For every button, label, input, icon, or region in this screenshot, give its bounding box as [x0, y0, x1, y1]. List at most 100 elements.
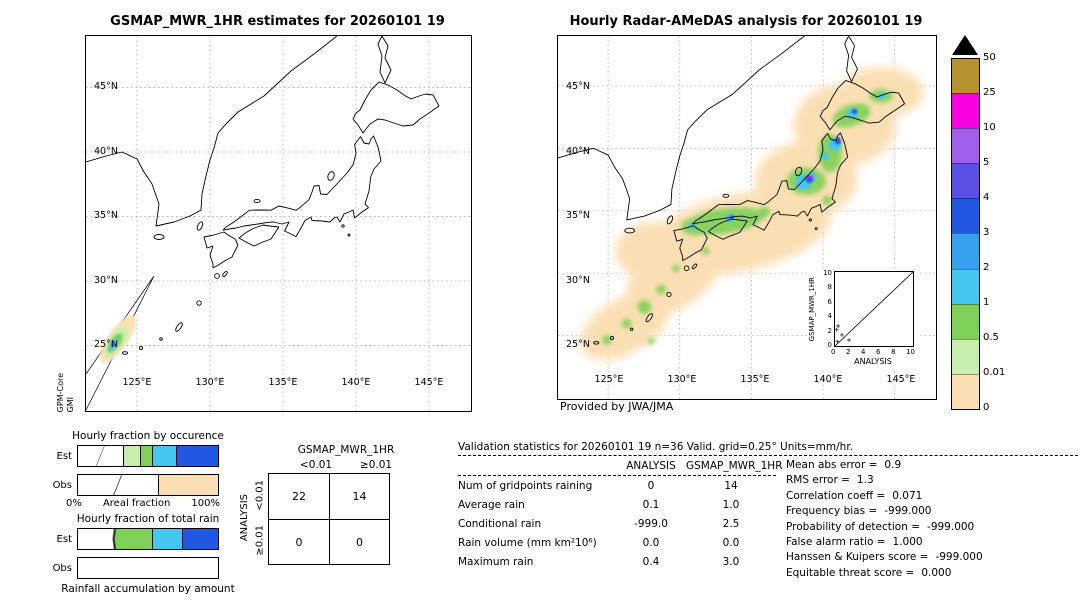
analysis-value: -999.0 — [634, 517, 668, 530]
gsmap-value: 14 — [724, 479, 738, 492]
lon-label: 125°E — [594, 374, 624, 385]
row-label: Num of gridpoints raining — [458, 479, 593, 492]
lat-label: 35°N — [566, 210, 590, 221]
occurrence-obs-bar — [77, 474, 219, 496]
cell-r0c1: 14 — [329, 474, 389, 519]
sensor-label-gpm-core: GPM-Core — [56, 372, 65, 412]
obs-row-label: Obs — [52, 562, 72, 574]
inset-plot-area — [834, 271, 914, 347]
total-rain-title: Hourly fraction of total rain — [76, 513, 220, 525]
table-row: Rain volume (mm km²10⁶) 0.0 0.0 — [458, 533, 776, 552]
cell-r0c0: 22 — [292, 490, 306, 503]
lon-label: 135°E — [740, 374, 770, 385]
inset-y-axis-label-text: GSMAP_MWR_1HR — [808, 276, 816, 342]
total-obs-bar — [77, 557, 219, 579]
scatter-inset: GSMAP_MWR_1HR 0 2 4 6 8 10 0 2 4 6 8 10 … — [808, 269, 918, 369]
axis-0pct: 0% — [66, 498, 82, 509]
tick-label: 4 — [827, 312, 832, 321]
col-header-ge: ≥0.01 — [359, 459, 393, 471]
score-value: -999.000 — [935, 551, 983, 564]
gsmap-column-header: GSMAP_MWR_1HR — [686, 459, 783, 472]
fraction-bars-section: Hourly fraction by occurence Est Obs 0% … — [38, 430, 253, 595]
accumulation-title: Rainfall accumulation by amount — [61, 583, 235, 595]
occurrence-title: Hourly fraction by occurence — [72, 430, 224, 442]
precip-field-intense — [808, 137, 841, 179]
score-label: Mean abs error = — [786, 459, 878, 471]
inset-x-axis-label: ANALYSIS — [854, 357, 892, 366]
lon-label: 145°E — [886, 374, 916, 385]
score-label: Probability of detection = — [786, 520, 921, 533]
score-value: -999.000 — [927, 520, 975, 533]
contingency-grid: 22 14 0 0 — [268, 473, 390, 565]
tick-label: 10 — [906, 348, 915, 356]
contingency-table: GSMAP_MWR_1HR <0.01 ≥0.01 ANALYSIS <0.01… — [236, 444, 426, 565]
lat-label: 25°N — [566, 339, 590, 350]
analysis-label-text: ANALYSIS — [238, 494, 250, 542]
inset-y-axis-label: GSMAP_MWR_1HR — [808, 269, 816, 349]
data-credit: Provided by JWA/JMA — [560, 400, 674, 413]
tick-label: 6 — [876, 348, 881, 356]
lat-label: 25°N — [94, 339, 118, 350]
lon-label: 140°E — [813, 374, 843, 385]
wedge-overlay-bottom — [78, 539, 151, 549]
tick-label: 2 — [827, 326, 832, 335]
dashed-divider — [458, 475, 776, 476]
score-value: 0.071 — [892, 489, 923, 502]
one-to-one-line — [834, 271, 914, 347]
score-line: Mean abs error = 0.9 — [786, 458, 1078, 473]
lon-label: 130°E — [667, 374, 697, 385]
contingency-side-label: ANALYSIS — [236, 473, 252, 563]
tick-label: 2 — [846, 348, 851, 356]
row-header-ge: ≥0.01 — [254, 525, 266, 556]
analysis-value: 0.4 — [642, 555, 660, 568]
est-row-label: Est — [56, 450, 72, 462]
lon-label: 130°E — [195, 377, 225, 388]
scatter-points — [834, 324, 851, 344]
score-list: Mean abs error = 0.9 RMS error = 1.3 Corre… — [786, 458, 1078, 581]
sensor-label-gmi: GMI — [66, 396, 75, 412]
precip-field-moderate — [689, 92, 886, 230]
lon-label: 145°E — [414, 377, 444, 388]
validation-title: Validation statistics for 20260101 19 n=… — [458, 441, 854, 453]
gsmap-value: 1.0 — [722, 498, 740, 511]
score-line: Equitable threat score = 0.000 — [786, 566, 1078, 581]
coastline — [86, 36, 440, 355]
row-header-lt: <0.01 — [254, 480, 266, 511]
score-label: Correlation coeff = — [786, 489, 886, 502]
colorbar-overflow-triangle — [952, 35, 978, 55]
dashed-divider — [458, 455, 1078, 456]
row-label: Average rain — [458, 498, 525, 511]
row-label: Maximum rain — [458, 555, 534, 568]
table-row: Average rain 0.1 1.0 — [458, 495, 776, 514]
areal-fraction-axis: 0% Areal fraction 100% — [66, 498, 220, 509]
lat-label: 30°N — [566, 275, 590, 286]
score-value: -999.000 — [884, 505, 932, 518]
contingency-row-headers: <0.01 ≥0.01 — [252, 473, 268, 563]
tick-label: 0 — [831, 348, 836, 356]
analysis-value: 0 — [647, 479, 655, 492]
score-label: False alarm ratio = — [786, 535, 886, 548]
gsmap-estimate-map: 45°N 40°N 35°N 30°N 25°N 125°E 130°E 135… — [85, 35, 472, 412]
table-row: Num of gridpoints raining 0 14 — [458, 476, 776, 495]
cell-r1c1: 0 — [329, 519, 389, 564]
left-map-title: GSMAP_MWR_1HR estimates for 20260101 19 — [110, 14, 445, 29]
tick-label: 4 — [861, 348, 866, 356]
validation-table: ANALYSIS GSMAP_MWR_1HR Num of gridpoints… — [458, 458, 783, 581]
score-label: Hanssen & Kuipers score = — [786, 551, 929, 564]
gsmap-value: 3.0 — [722, 555, 740, 568]
tick-label: 0 — [827, 340, 832, 349]
lon-label: 135°E — [268, 377, 298, 388]
total-est-bar — [77, 528, 219, 550]
occurrence-est-bar — [77, 445, 219, 467]
tick-label: 6 — [827, 297, 832, 306]
lat-label: 40°N — [94, 146, 118, 157]
lat-label: 40°N — [566, 146, 590, 157]
lat-label: 45°N — [566, 81, 590, 92]
gsmap-value: 0.0 — [722, 536, 740, 549]
colorbar-scale — [951, 58, 980, 410]
tick-label: 8 — [827, 283, 832, 292]
row-label: Rain volume (mm km²10⁶) — [458, 536, 597, 549]
score-label: RMS error = — [786, 474, 850, 487]
score-line: Correlation coeff = 0.071 — [786, 489, 1078, 504]
tick-label: 10 — [823, 269, 832, 277]
